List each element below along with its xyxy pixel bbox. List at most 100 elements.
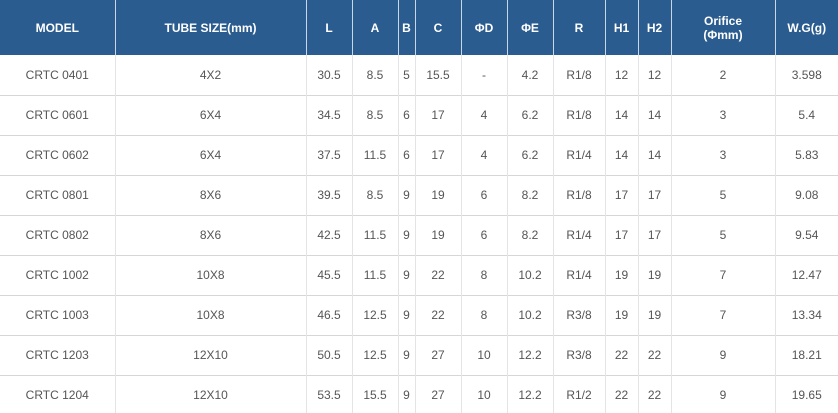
cell-a: 8.5	[352, 174, 399, 215]
cell-b: 5	[398, 55, 416, 95]
cell-b: 6	[398, 94, 416, 135]
cell-weight: 9.08	[775, 174, 838, 215]
header-c: C	[415, 0, 462, 55]
cell-c: 27	[415, 334, 462, 375]
cell-orifice: 9	[671, 334, 776, 375]
table-row: CRTC 0401 4X2 30.5 8.5 5 15.5-4.2 R1/8 12 12 2 3.5…	[0, 55, 838, 95]
cell-b: 6	[398, 134, 416, 175]
cell-model: CRTC 1203	[0, 334, 116, 375]
table-row: CRTC 0801 8X6 39.5 8.5 9 19 6 8.2 R1/8 17 17 5 9.08	[0, 174, 838, 215]
cell-b: 9	[398, 334, 416, 375]
cell-d: -	[461, 55, 508, 95]
cell-r: R1/4	[553, 134, 606, 175]
table-row: CRTC 1204 12X10 53.5 15.5 9 27 10 12.2 R1/2 22 22 9…	[0, 374, 838, 413]
cell-e: 8.2	[507, 214, 554, 255]
cell-weight: 9.54	[775, 214, 838, 255]
cell-model: CRTC 0401	[0, 55, 116, 95]
header-e: ΦE	[507, 0, 554, 55]
cell-orifice: 9	[671, 374, 776, 413]
cell-h1: 17	[605, 214, 639, 255]
cell-h2: 22	[638, 374, 672, 413]
cell-d: 6	[461, 174, 508, 215]
cell-c: 22	[415, 254, 462, 295]
header-b: B	[398, 0, 416, 55]
cell-c: 27	[415, 374, 462, 413]
cell-b: 9	[398, 294, 416, 335]
cell-weight: 12.47	[775, 254, 838, 295]
header-l: L	[306, 0, 353, 55]
cell-model: CRTC 0601	[0, 94, 116, 135]
table-row: CRTC 1003 10X8 46.5 12.5 9 22 8 10.2 R3/8 19 19 7 13…	[0, 294, 838, 335]
cell-e: 8.2	[507, 174, 554, 215]
cell-h1: 19	[605, 254, 639, 295]
cell-d: 6	[461, 214, 508, 255]
cell-h2: 19	[638, 254, 672, 295]
cell-tube-size: 4X2	[115, 55, 307, 95]
cell-l: 37.5	[306, 134, 353, 175]
table-row: CRTC 0602 6X4 37.5 11.5 6 17 4 6.2 R1/4 14 14 3 5.83	[0, 134, 838, 175]
header-weight: W.G(g)	[775, 0, 838, 55]
cell-d: 10	[461, 374, 508, 413]
cell-l: 30.5	[306, 55, 353, 95]
cell-l: 45.5	[306, 254, 353, 295]
table-row: CRTC 0601 6X4 34.5 8.5 6 17 4 6.2 R1/8 14 14 3 5.4	[0, 94, 838, 135]
cell-a: 8.5	[352, 94, 399, 135]
cell-model: CRTC 1204	[0, 374, 116, 413]
header-row: MODEL TUBE SIZE(mm) L A B C ΦD ΦE R H1 H…	[0, 0, 838, 55]
cell-r: R3/8	[553, 334, 606, 375]
cell-h2: 14	[638, 94, 672, 135]
cell-l: 39.5	[306, 174, 353, 215]
cell-orifice: 3	[671, 134, 776, 175]
cell-a: 8.5	[352, 55, 399, 95]
cell-h2: 17	[638, 174, 672, 215]
cell-c: 22	[415, 294, 462, 335]
cell-orifice: 3	[671, 94, 776, 135]
cell-tube-size: 6X4	[115, 134, 307, 175]
cell-r: R1/8	[553, 174, 606, 215]
cell-a: 12.5	[352, 294, 399, 335]
cell-orifice: 7	[671, 254, 776, 295]
header-orifice: Orifice (Φmm)	[671, 0, 776, 55]
cell-orifice: 2	[671, 55, 776, 95]
cell-d: 10	[461, 334, 508, 375]
cell-e: 12.2	[507, 374, 554, 413]
cell-h1: 17	[605, 174, 639, 215]
cell-a: 11.5	[352, 214, 399, 255]
cell-r: R1/8	[553, 94, 606, 135]
cell-weight: 5.4	[775, 94, 838, 135]
cell-weight: 18.21	[775, 334, 838, 375]
cell-e: 12.2	[507, 334, 554, 375]
table-row: CRTC 1203 12X10 50.5 12.5 9 27 10 12.2 R3/8 22 22 9…	[0, 334, 838, 375]
header-h1: H1	[605, 0, 639, 55]
cell-orifice: 7	[671, 294, 776, 335]
cell-a: 12.5	[352, 334, 399, 375]
cell-b: 9	[398, 174, 416, 215]
cell-tube-size: 12X10	[115, 334, 307, 375]
cell-h2: 22	[638, 334, 672, 375]
cell-b: 9	[398, 214, 416, 255]
cell-tube-size: 10X8	[115, 294, 307, 335]
cell-weight: 19.65	[775, 374, 838, 413]
cell-e: 10.2	[507, 294, 554, 335]
cell-d: 4	[461, 134, 508, 175]
cell-tube-size: 8X6	[115, 174, 307, 215]
header-orifice-unit: (Φmm)	[703, 27, 743, 42]
cell-h1: 22	[605, 334, 639, 375]
cell-orifice: 5	[671, 214, 776, 255]
cell-a: 15.5	[352, 374, 399, 413]
cell-r: R1/4	[553, 214, 606, 255]
cell-weight: 3.598	[791, 67, 822, 82]
cell-l: 46.5	[306, 294, 353, 335]
cell-model: CRTC 1002	[0, 254, 116, 295]
cell-c: 19	[415, 174, 462, 215]
cell-c: 19	[415, 214, 462, 255]
cell-a: 11.5	[352, 134, 399, 175]
cell-h2: 17	[638, 214, 672, 255]
table-body: CRTC 0401 4X2 30.5 8.5 5 15.5-4.2 R1/8 12 12 2 3.5…	[0, 55, 838, 413]
cell-b: 9	[398, 254, 416, 295]
cell-h1: 19	[605, 294, 639, 335]
cell-r: R1/2	[553, 374, 606, 413]
header-h2: H2	[638, 0, 672, 55]
cell-d: 4	[461, 94, 508, 135]
